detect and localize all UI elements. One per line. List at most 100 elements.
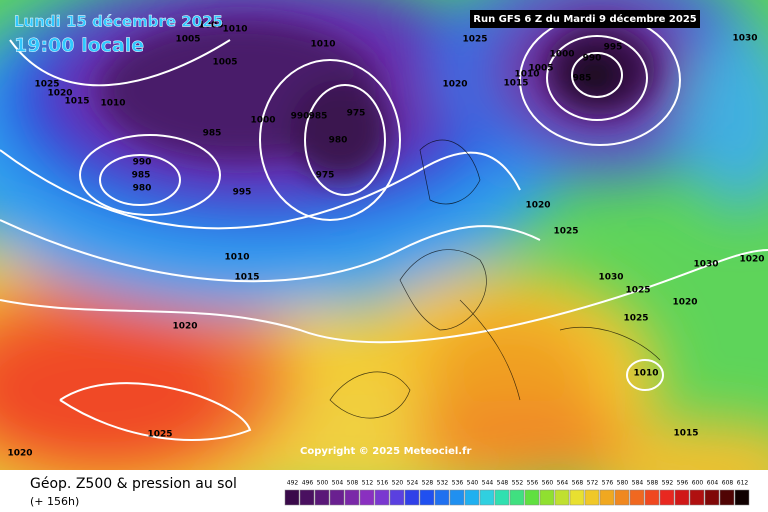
colorbar-label: 572 [587, 480, 599, 487]
colorbar-label: 548 [497, 480, 509, 487]
isobar-label: 1010 [100, 99, 125, 109]
isobar-label: 995 [233, 188, 252, 198]
colorbar-label: 524 [407, 480, 419, 487]
isobar-label: 995 [604, 43, 623, 53]
isobar-label: 1020 [47, 89, 72, 99]
color-swatch [494, 489, 510, 506]
colorbar-label: 596 [677, 480, 689, 487]
color-swatch [389, 489, 405, 506]
isobar-label: 1010 [310, 40, 335, 50]
isobar-label: 1010 [633, 369, 658, 379]
colorbar-label: 608 [722, 480, 734, 487]
isobar-label: 985 [203, 129, 222, 139]
color-swatch [554, 489, 570, 506]
footer-lead: (+ 156h) [30, 495, 79, 508]
colorbar-label: 564 [557, 480, 569, 487]
colorbar-label: 536 [452, 480, 464, 487]
colorbar-label: 580 [617, 480, 629, 487]
colorbar-label: 504 [332, 480, 344, 487]
isobar-label: 1025 [462, 35, 487, 45]
colorbar-label: 584 [632, 480, 644, 487]
colorbar-label: 496 [302, 480, 314, 487]
isobar-label: 990 [583, 54, 602, 64]
color-swatch [404, 489, 420, 506]
isobar-label: 985 [309, 112, 328, 122]
color-swatch [674, 489, 690, 506]
color-swatch [539, 489, 555, 506]
isobar-labels: 1005101010051005101010201025102510201015… [7, 21, 764, 459]
colorbar-label: 576 [602, 480, 614, 487]
isobar-label: 1020 [7, 449, 32, 459]
color-swatch [599, 489, 615, 506]
colorbar-label: 600 [692, 480, 704, 487]
colorbar-label: 604 [707, 480, 719, 487]
isobar-label: 1025 [625, 286, 650, 296]
isobar-label: 1020 [672, 298, 697, 308]
isobar-label: 1005 [198, 21, 223, 31]
isobar-label: 1025 [623, 314, 648, 324]
run-info: Run GFS 6 Z du Mardi 9 décembre 2025 [473, 13, 697, 25]
colorbar-label: 508 [347, 480, 359, 487]
color-swatch [524, 489, 540, 506]
isobar-label: 990 [291, 112, 310, 122]
color-swatch [359, 489, 375, 506]
isobar-label: 1005 [212, 58, 237, 68]
colorbar-label: 492 [287, 480, 299, 487]
color-swatch [479, 489, 495, 506]
colorbar-label: 552 [512, 480, 524, 487]
colorbar-label: 528 [422, 480, 434, 487]
colorbar-label: 592 [662, 480, 674, 487]
isobar-label: 1025 [147, 430, 172, 440]
color-swatch [509, 489, 525, 506]
colorbar-label: 568 [572, 480, 584, 487]
color-swatch [584, 489, 600, 506]
color-swatch [644, 489, 660, 506]
color-swatch [344, 489, 360, 506]
colorbar-label: 520 [392, 480, 404, 487]
isobar-label: 1020 [525, 201, 550, 211]
isobar-label: 990 [133, 158, 152, 168]
isobar-label: 1020 [739, 255, 764, 265]
isobar-label: 1015 [234, 273, 259, 283]
color-swatch [569, 489, 585, 506]
isobar-label: 1000 [549, 50, 574, 60]
isobar-label: 985 [573, 74, 592, 84]
isobar-label: 1030 [693, 260, 718, 270]
isobar-label: 975 [347, 109, 366, 119]
isobars [0, 14, 768, 441]
run-box [470, 10, 700, 28]
color-swatch [314, 489, 330, 506]
coastlines [329, 139, 661, 419]
color-swatch [329, 489, 345, 506]
isobar-label: 1010 [224, 253, 249, 263]
footer-title: Géop. Z500 & pression au sol [30, 476, 237, 492]
colorbar-label: 544 [482, 480, 494, 487]
isobar-label: 1030 [732, 34, 757, 44]
isobar-label: 1030 [598, 273, 623, 283]
isobar-label: 1005 [528, 64, 553, 74]
forecast-date: Lundi 15 décembre 2025 [14, 13, 223, 31]
color-swatch [419, 489, 435, 506]
color-swatch [629, 489, 645, 506]
colorbar: 492 496 500 504 508 512 516 520 524 528 532 536 540 5… [284, 480, 750, 506]
color-swatch [689, 489, 705, 506]
color-swatch [449, 489, 465, 506]
color-swatch [719, 489, 735, 506]
colorbar-label: 556 [527, 480, 539, 487]
color-swatch [464, 489, 480, 506]
color-swatch [374, 489, 390, 506]
color-swatch [704, 489, 720, 506]
color-swatch [434, 489, 450, 506]
color-swatch [659, 489, 675, 506]
isobar-label: 1010 [222, 25, 247, 35]
colorbar-label: 560 [542, 480, 554, 487]
colorbar-label: 516 [377, 480, 389, 487]
isobar-label: 980 [133, 184, 152, 194]
isobar-label: 1010 [514, 70, 539, 80]
isobar-label: 1020 [172, 322, 197, 332]
color-swatch [614, 489, 630, 506]
colorbar-label: 612 [737, 480, 749, 487]
color-swatch [299, 489, 315, 506]
colorbar-label: 588 [647, 480, 659, 487]
